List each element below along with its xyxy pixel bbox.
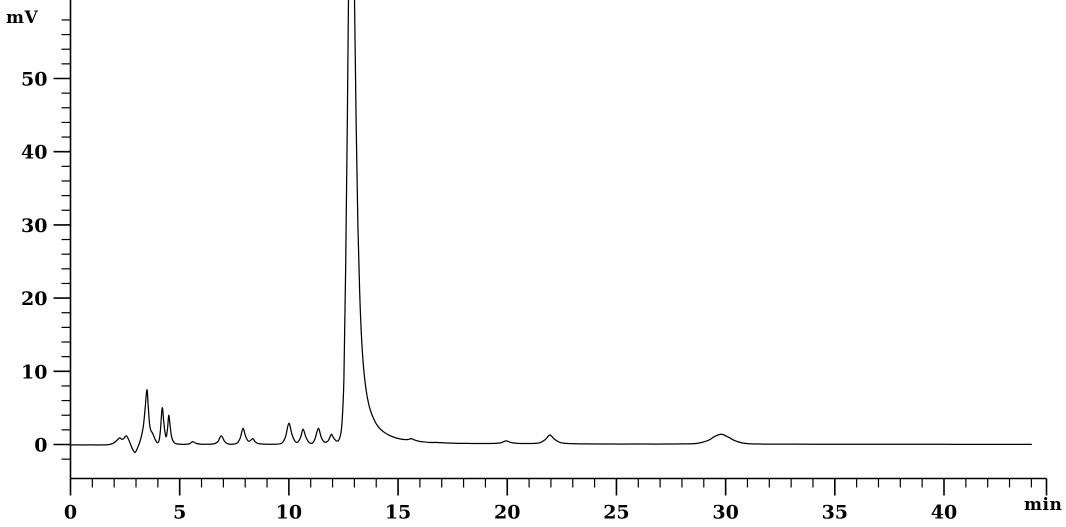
x-tick-label: 15 (385, 502, 411, 524)
y-tick-label: 10 (21, 361, 47, 383)
y-axis-title: mV (6, 8, 39, 28)
x-tick-label: 30 (712, 502, 738, 524)
x-tick-label: 10 (276, 502, 302, 524)
x-tick-label: 5 (173, 502, 186, 524)
y-tick-label: 50 (21, 69, 47, 91)
y-axis: 0 10 20 30 40 50 (21, 0, 72, 479)
x-tick-label: 20 (494, 502, 520, 524)
x-tick-label: 0 (64, 502, 77, 524)
y-tick-label: 40 (21, 142, 47, 164)
x-axis: 0 5 10 15 20 25 30 35 40 (64, 477, 1048, 524)
x-tick-label: 25 (603, 502, 629, 524)
trace-path (70, 0, 1032, 454)
x-tick-label: 35 (822, 502, 848, 524)
signal-trace (70, 0, 1032, 454)
x-axis-title: min (1024, 495, 1063, 515)
x-tick-label: 40 (931, 502, 957, 524)
y-tick-label: 30 (21, 215, 47, 237)
y-tick-label: 0 (34, 435, 47, 457)
y-tick-label: 20 (21, 288, 47, 310)
